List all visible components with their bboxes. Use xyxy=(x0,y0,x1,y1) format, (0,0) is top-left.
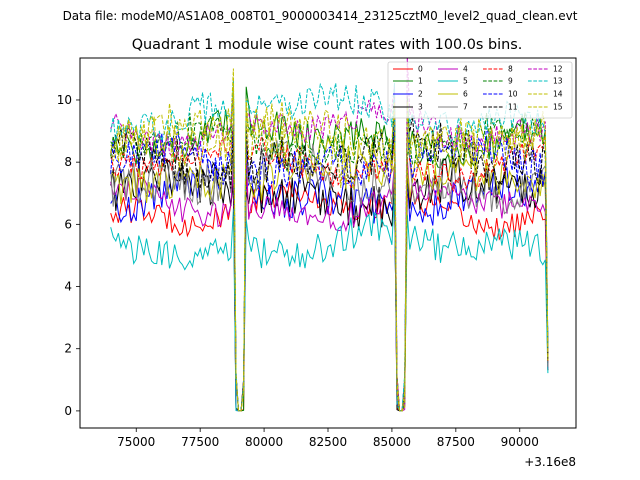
legend-label-15: 15 xyxy=(553,103,563,112)
series-line-13 xyxy=(110,78,549,412)
series-line-10 xyxy=(110,119,549,412)
y-tick-label: 6 xyxy=(64,217,72,231)
legend-label-10: 10 xyxy=(508,90,518,99)
series-line-15 xyxy=(110,86,549,412)
chart-suptitle: Data file: modeM0/AS1A08_008T01_90000034… xyxy=(63,9,578,23)
legend-label-7: 7 xyxy=(463,103,468,112)
legend-label-8: 8 xyxy=(508,65,513,74)
legend-label-14: 14 xyxy=(553,90,563,99)
legend-label-5: 5 xyxy=(463,77,468,86)
series-layer xyxy=(110,58,549,412)
y-axis: 0 2 4 6 8 10 xyxy=(57,93,80,418)
y-tick-label: 2 xyxy=(64,342,72,356)
legend-label-1: 1 xyxy=(418,77,423,86)
series-line-7 xyxy=(110,129,549,412)
y-tick-label: 10 xyxy=(57,93,72,107)
series-line-8 xyxy=(110,123,549,412)
legend-label-13: 13 xyxy=(553,77,563,86)
legend-label-12: 12 xyxy=(553,65,563,74)
legend-label-0: 0 xyxy=(418,65,423,74)
y-tick-label: 8 xyxy=(64,155,72,169)
x-tick-label: 87500 xyxy=(437,435,475,449)
legend-label-3: 3 xyxy=(418,103,423,112)
x-tick-label: 80000 xyxy=(245,435,283,449)
y-tick-label: 4 xyxy=(64,280,72,294)
x-tick-label: 77500 xyxy=(181,435,219,449)
x-tick-label: 75000 xyxy=(117,435,155,449)
series-line-5 xyxy=(110,192,549,412)
x-tick-label: 82500 xyxy=(309,435,347,449)
x-tick-label: 85000 xyxy=(373,435,411,449)
y-tick-label: 0 xyxy=(64,404,72,418)
series-line-4 xyxy=(110,151,549,412)
legend-frame xyxy=(387,61,573,119)
legend-label-2: 2 xyxy=(418,90,423,99)
x-tick-label: 90000 xyxy=(501,435,539,449)
series-line-11 xyxy=(110,113,549,412)
legend-label-4: 4 xyxy=(463,65,468,74)
legend-label-6: 6 xyxy=(463,90,468,99)
x-axis: 75000 77500 80000 82500 85000 87500 90000 xyxy=(117,428,539,449)
chart-title: Quadrant 1 module wise count rates with … xyxy=(132,37,523,53)
legend-label-9: 9 xyxy=(508,77,513,86)
x-offset-label: +3.16e8 xyxy=(524,455,576,469)
legend-label-11: 11 xyxy=(508,103,518,112)
